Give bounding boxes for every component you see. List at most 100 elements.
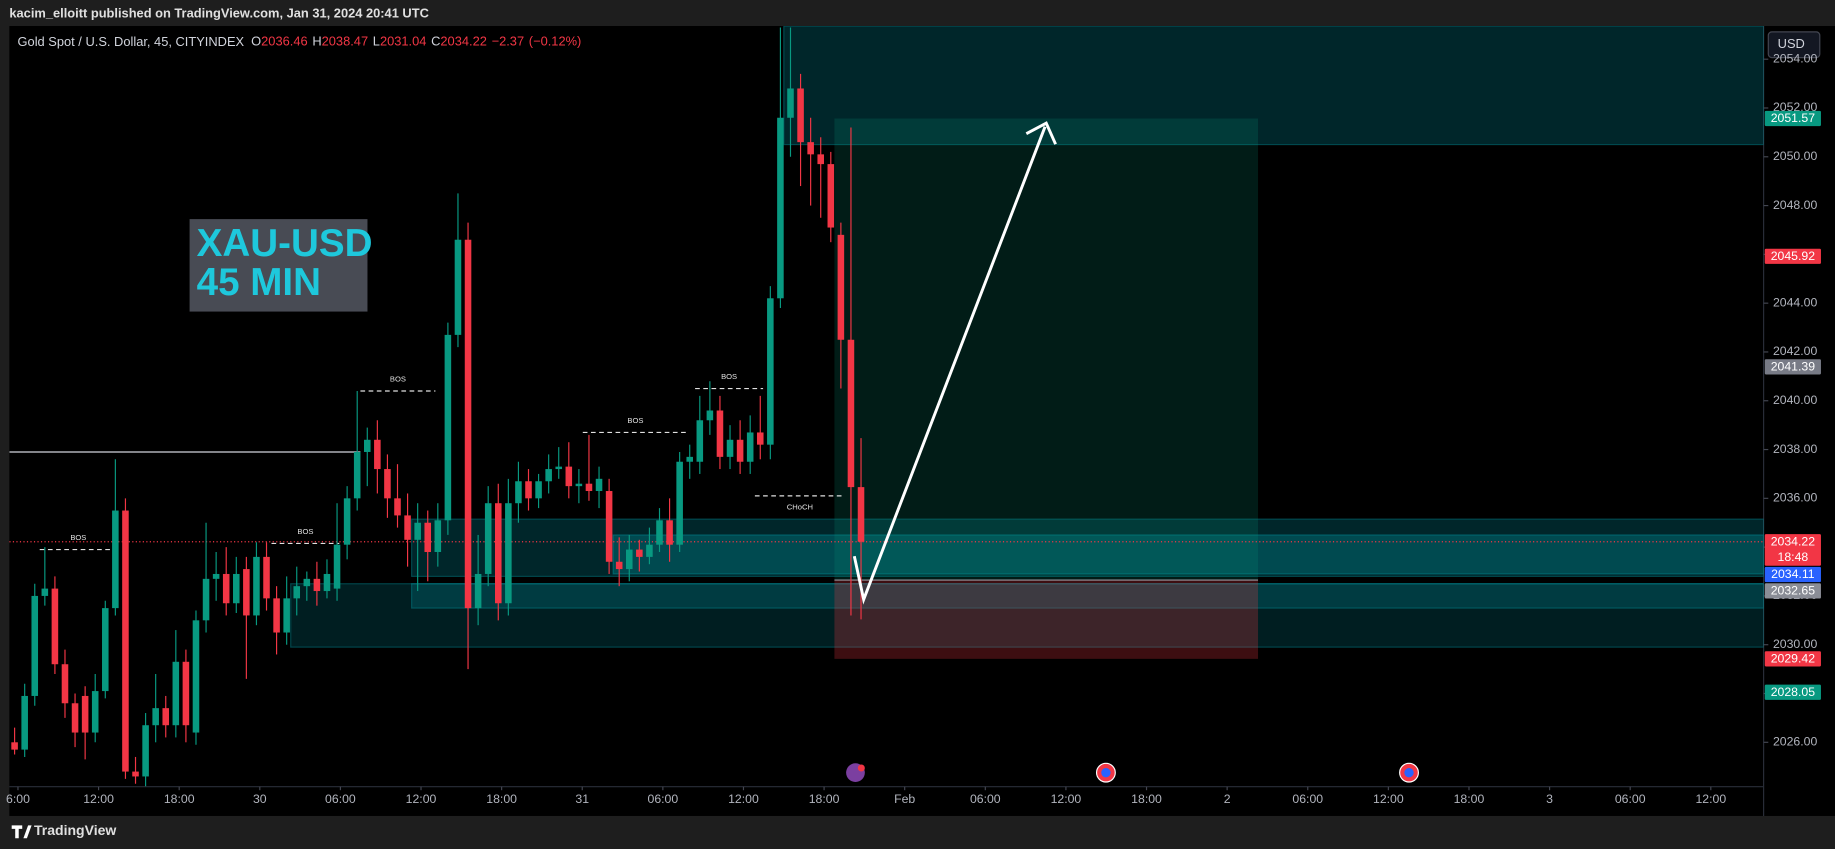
candle-body	[494, 503, 502, 604]
candle-body	[243, 569, 250, 616]
price-label-text: 2032.65	[1771, 584, 1816, 598]
currency-label: USD	[1778, 36, 1805, 51]
candle-body	[746, 432, 754, 462]
candle-body	[353, 451, 361, 499]
legend-value: (−0.12%)	[529, 34, 582, 49]
candle-body	[112, 510, 119, 609]
candle-body	[686, 456, 694, 462]
candle-body	[404, 515, 411, 540]
candle-body	[817, 154, 824, 165]
candle-body	[31, 595, 39, 696]
x-tick-label: 06:00	[970, 792, 1001, 806]
annotation: XAU-USD	[197, 222, 373, 265]
annotation-box	[189, 219, 368, 312]
candle-body	[384, 469, 391, 499]
x-tick-label: 31	[575, 792, 589, 806]
candle-body	[283, 598, 290, 633]
candle-body	[162, 708, 170, 726]
price-label	[1764, 248, 1821, 264]
candle-body	[847, 339, 855, 488]
event-dot	[857, 764, 865, 772]
candle-body	[102, 608, 109, 692]
currency-button[interactable]	[1767, 31, 1821, 59]
candle-body	[51, 588, 59, 665]
price-label-text: 2051.57	[1771, 111, 1816, 125]
flag	[1101, 767, 1111, 778]
y-tick-label: 2052.00	[1773, 100, 1818, 114]
price-label	[1764, 566, 1821, 583]
candle-body	[525, 481, 532, 499]
legend-value: L	[373, 34, 380, 49]
candle-body	[636, 549, 643, 557]
y-tick-label: 2038.00	[1773, 442, 1818, 456]
x-tick-label: 12:00	[83, 792, 114, 806]
profit-zone	[834, 118, 1259, 581]
zone	[290, 583, 1764, 648]
candle-body	[646, 544, 653, 557]
symbol: Gold Spot / U.S. Dollar, 45, CITYINDEX O2…	[18, 34, 582, 49]
candle-body	[787, 88, 794, 118]
arrow	[852, 126, 1047, 605]
x-tick-label: 06:00	[648, 792, 679, 806]
candle-body	[81, 695, 89, 733]
x-tick-label: 06:00	[1292, 792, 1323, 806]
price-label-text: 2034.11	[1771, 567, 1815, 581]
event-icon[interactable]	[1095, 762, 1116, 783]
candle-body	[394, 498, 401, 516]
candle-body	[605, 491, 613, 562]
price-label	[1764, 359, 1821, 375]
candle-body	[756, 432, 764, 445]
x-tick-label: 18:00	[1454, 792, 1485, 806]
plot: BOS BOS BOS BOS BOS CHoCH	[9, 26, 1764, 787]
price-label	[1764, 534, 1821, 566]
price-label-text: 2029.42	[1771, 651, 1816, 665]
candle-body	[706, 410, 714, 421]
candle-body	[414, 522, 421, 540]
candle-body	[656, 520, 663, 545]
candle-body	[464, 239, 472, 609]
publisher: kacim_elloitt published on TradingView.c…	[9, 6, 429, 21]
candle-body	[565, 466, 573, 487]
candle-body	[615, 561, 623, 570]
candle-body	[152, 708, 159, 726]
zone	[783, 26, 1764, 146]
price-label	[1764, 651, 1821, 667]
y-tick-label: 2048.00	[1773, 198, 1818, 212]
candle-body	[595, 478, 603, 492]
candle-body	[91, 691, 99, 733]
candle-body	[696, 420, 704, 462]
bos-label: BOS	[70, 533, 86, 542]
event-icon[interactable]	[846, 763, 865, 783]
candle-body	[253, 556, 260, 616]
price-label	[1764, 110, 1821, 127]
legend-value: 2038.47	[322, 34, 368, 49]
candle-body	[444, 334, 452, 521]
price-label	[1764, 684, 1821, 700]
zone	[411, 518, 1764, 577]
legend-value: −2.37	[492, 34, 525, 49]
candle-body	[21, 695, 28, 750]
candle-body	[807, 142, 814, 155]
price-label-text: 2041.39	[1771, 359, 1816, 373]
candle-body	[122, 510, 129, 772]
candle-body	[11, 742, 18, 750]
logo	[11, 825, 32, 839]
candle-body	[313, 578, 321, 592]
event-icon[interactable]	[1399, 762, 1419, 783]
y-tick-label: 2044.00	[1773, 295, 1818, 309]
y-tick-label: 2036.00	[1773, 491, 1818, 505]
legend-value: 2036.46	[261, 34, 307, 49]
candle-body	[666, 520, 673, 545]
y-tick-label: 2042.00	[1773, 344, 1818, 358]
countdown: 18:48	[1778, 550, 1809, 564]
y-tick-label: 2050.00	[1773, 149, 1818, 163]
legend-value: 2034.22	[440, 34, 486, 49]
y-tick-label: 2054.00	[1773, 51, 1818, 65]
candle-body	[505, 503, 512, 604]
candle-body	[132, 771, 139, 777]
x-tick-label: 18:00	[486, 792, 517, 806]
candle-body	[222, 573, 230, 604]
candle-body	[374, 439, 381, 470]
candle-body	[364, 439, 371, 452]
